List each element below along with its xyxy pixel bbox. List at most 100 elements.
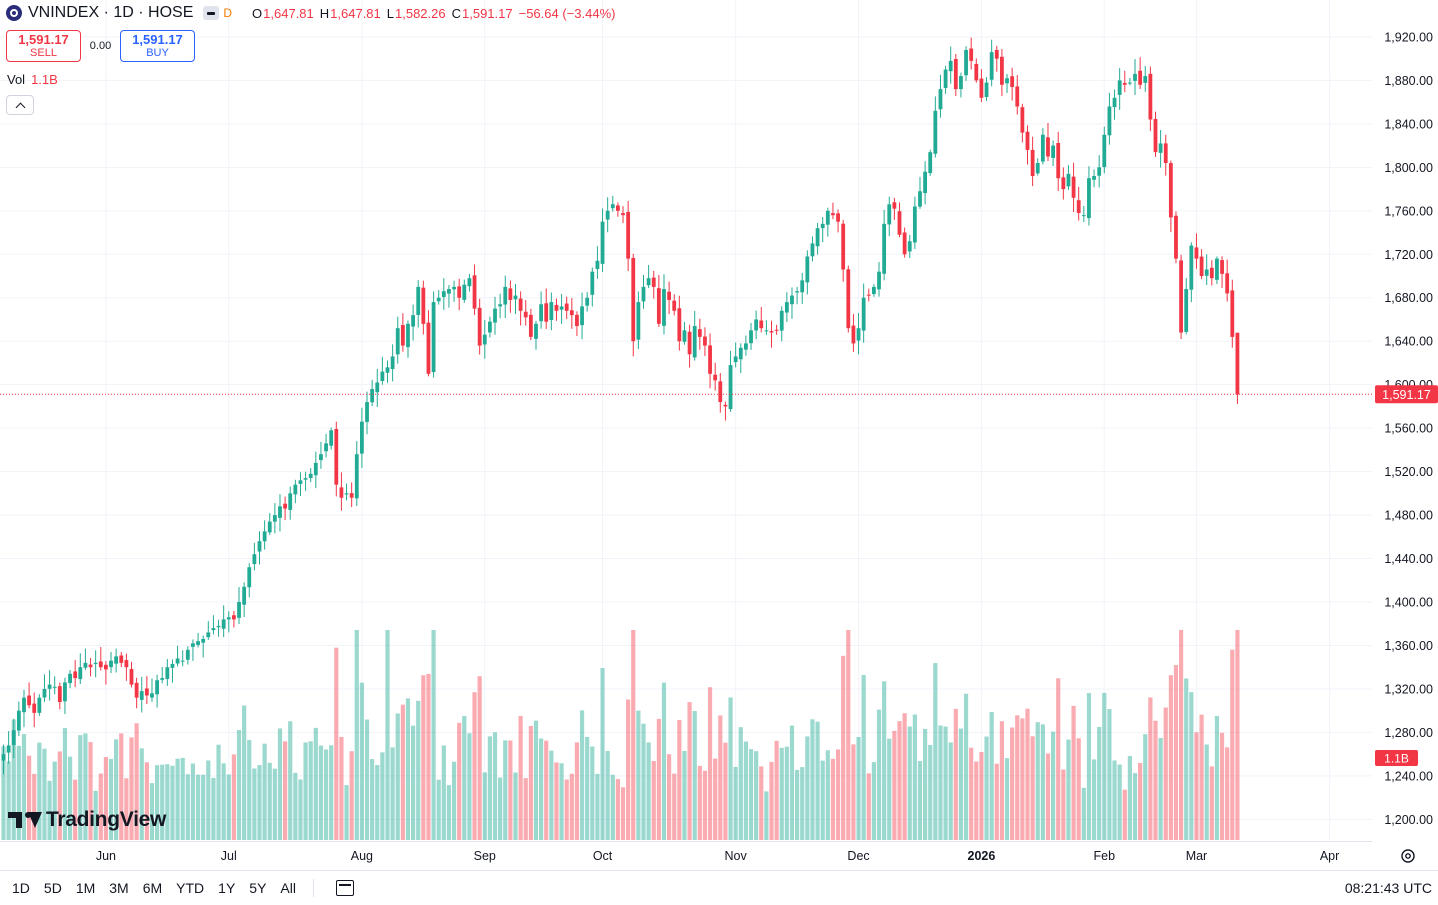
candle-body <box>523 311 528 318</box>
candle-body <box>68 673 72 684</box>
price-tick-label: 1,240.00 <box>1384 769 1433 783</box>
candle-body <box>441 291 446 298</box>
volume-bar <box>1199 714 1204 840</box>
candle-body <box>6 745 11 753</box>
close-key: C <box>451 5 461 21</box>
range-5d[interactable]: 5D <box>43 880 62 896</box>
volume-bar <box>344 785 349 840</box>
utc-clock[interactable]: 08:21:43 UTC <box>1344 880 1432 896</box>
candle-body <box>503 286 508 305</box>
range-1y[interactable]: 1Y <box>218 880 236 896</box>
volume-bar <box>27 755 32 840</box>
candle-body <box>1107 106 1112 136</box>
volume-bar <box>144 762 149 840</box>
candle-body <box>262 531 267 542</box>
volume-bar <box>682 750 687 840</box>
candle-body <box>928 152 933 174</box>
volume-bar <box>1035 722 1040 840</box>
time-axis[interactable]: Jun Jul Aug Sep Oct Nov Dec 2026 Feb Mar Apr <box>0 841 1372 864</box>
candle-body <box>421 287 426 324</box>
delayed-data-badge[interactable]: D <box>223 6 233 20</box>
volume-bar <box>564 779 569 840</box>
volume-bar <box>329 745 334 840</box>
range-all[interactable]: All <box>280 880 296 896</box>
candle-body <box>938 89 943 110</box>
candle-body <box>815 228 820 247</box>
candle-body <box>1194 247 1199 259</box>
volume-bar <box>451 761 457 840</box>
sell-button[interactable]: 1,591.17 SELL <box>6 30 81 62</box>
volume-bar <box>948 742 953 840</box>
last-price-tag-text: 1,591.17 <box>1382 388 1431 402</box>
volume-bar <box>385 630 390 840</box>
candle-body <box>257 541 262 552</box>
symbol-legend: VNINDEX · 1D · HOSE D O 1,647.81 H 1,647.8… <box>6 4 615 22</box>
candle-body <box>790 295 794 305</box>
volume-bar <box>375 765 380 840</box>
candle-body <box>93 662 98 665</box>
candle-body <box>953 58 958 90</box>
volume-bar <box>78 735 83 840</box>
market-closed-icon[interactable] <box>203 6 220 20</box>
candle-body <box>989 52 994 80</box>
volume-bar <box>595 773 600 840</box>
price-axis[interactable]: 1,200.00 1,240.00 1,280.00 1,320.00 1,360.00… <box>1375 0 1438 827</box>
go-to-date-calendar-icon[interactable] <box>335 880 354 896</box>
volume-bar <box>73 779 78 840</box>
volume-bar <box>400 704 405 840</box>
candle-body <box>923 171 927 194</box>
candle-body <box>795 291 799 293</box>
volume-bar <box>897 721 902 840</box>
volume-bar <box>426 673 431 840</box>
candle-body <box>713 374 718 381</box>
range-5y[interactable]: 5Y <box>249 880 267 896</box>
candle-body <box>692 326 697 358</box>
open-value: 1,647.81 <box>263 5 314 21</box>
candle-body <box>1122 82 1127 85</box>
volume-bar <box>211 777 216 840</box>
buy-button[interactable]: 1,591.17 BUY <box>120 30 195 62</box>
range-1d[interactable]: 1D <box>12 880 30 896</box>
candlestick-series <box>1 37 1240 775</box>
tradingview-logo[interactable]: TradingView <box>8 808 166 832</box>
candle-body <box>390 356 395 370</box>
volume-bar <box>354 630 359 840</box>
axis-settings-icon[interactable] <box>1400 848 1416 864</box>
candle-body <box>498 304 503 307</box>
candle-body <box>16 710 21 731</box>
high-key: H <box>319 5 330 21</box>
candle-body <box>759 320 764 329</box>
volume-bar <box>364 719 370 840</box>
volume-bar <box>1117 764 1122 840</box>
candle-body <box>1199 256 1204 277</box>
collapse-legend-button[interactable] <box>6 95 34 115</box>
symbol-title[interactable]: VNINDEX · 1D · HOSE <box>28 4 194 21</box>
candle-body <box>104 664 108 670</box>
candle-body <box>319 454 323 461</box>
candle-body <box>221 619 226 629</box>
range-ytd[interactable]: YTD <box>176 880 205 896</box>
volume-bar <box>498 777 503 840</box>
volume-bar <box>585 736 590 840</box>
volume-bar <box>283 741 288 840</box>
candle-body <box>1189 245 1194 290</box>
volume-bar <box>206 760 211 840</box>
candle-body <box>477 307 482 346</box>
volume-bar <box>1015 715 1020 840</box>
range-6m[interactable]: 6M <box>142 880 163 896</box>
vnindex-logo-icon <box>6 5 22 21</box>
candle-body <box>1010 76 1015 87</box>
volume-legend[interactable]: Vol 1.1B <box>7 72 58 87</box>
volume-bar <box>677 719 682 840</box>
candle-body <box>129 668 134 685</box>
volume-bar <box>774 740 779 840</box>
volume-bar <box>165 764 170 840</box>
range-3m[interactable]: 3M <box>109 880 129 896</box>
candle-body <box>662 289 666 326</box>
candle-body <box>226 617 231 620</box>
volume-bar <box>436 779 441 840</box>
range-1m[interactable]: 1M <box>75 880 96 896</box>
volume-bar <box>431 630 436 840</box>
volume-bar <box>1025 708 1030 840</box>
price-chart[interactable]: 1,200.00 1,240.00 1,280.00 1,320.00 1,360.00… <box>0 0 1438 870</box>
